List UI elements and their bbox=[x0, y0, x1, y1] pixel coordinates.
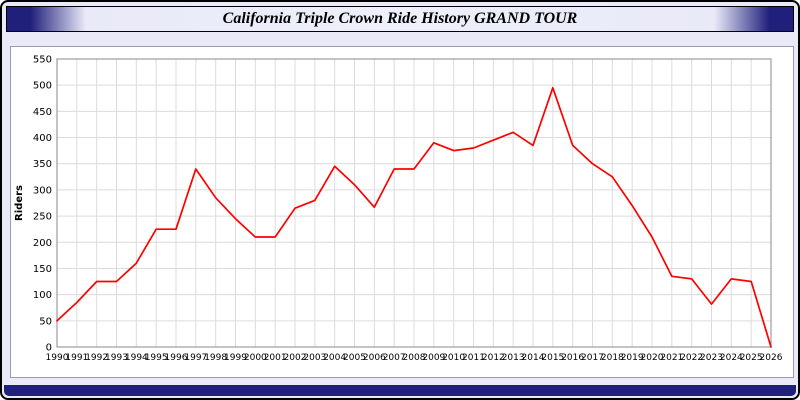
x-tick-label: 2015 bbox=[541, 353, 564, 363]
x-tick-label: 2006 bbox=[363, 353, 386, 363]
plot-border bbox=[56, 58, 772, 348]
x-tick-label: 2009 bbox=[422, 353, 445, 363]
x-tick-label: 2024 bbox=[720, 353, 743, 363]
x-tick-label: 1995 bbox=[145, 353, 168, 363]
x-tick-label: 2008 bbox=[403, 353, 426, 363]
y-tick-label: 250 bbox=[33, 212, 52, 223]
x-tick-label: 1999 bbox=[224, 353, 247, 363]
y-tick-label: 300 bbox=[33, 185, 52, 196]
x-tick-label: 1997 bbox=[184, 353, 207, 363]
x-tick-label: 2012 bbox=[482, 353, 505, 363]
y-tick-label: 0 bbox=[46, 343, 52, 354]
x-tick-label: 2025 bbox=[740, 353, 763, 363]
x-tick-label: 2003 bbox=[303, 353, 326, 363]
x-tick-label: 1991 bbox=[65, 353, 88, 363]
footer-bar bbox=[4, 385, 796, 396]
riders-series-line bbox=[56, 86, 772, 348]
y-tick-label: 400 bbox=[33, 133, 52, 144]
line-chart: 0501001502002503003504004505005501990199… bbox=[14, 55, 783, 364]
page-title: California Triple Crown Ride History GRA… bbox=[222, 10, 578, 27]
x-tick-label: 2007 bbox=[383, 353, 406, 363]
x-tick-label: 2002 bbox=[284, 353, 307, 363]
x-tick-label: 2017 bbox=[581, 353, 604, 363]
y-tick-label: 350 bbox=[33, 159, 52, 170]
x-tick-label: 2023 bbox=[700, 353, 723, 363]
x-tick-label: 1992 bbox=[85, 353, 108, 363]
y-tick-label: 500 bbox=[33, 81, 52, 92]
x-tick-label: 2014 bbox=[522, 353, 545, 363]
y-tick-label: 200 bbox=[33, 238, 52, 249]
x-tick-label: 2018 bbox=[601, 353, 624, 363]
x-tick-label: 1998 bbox=[204, 353, 227, 363]
x-tick-label: 2005 bbox=[343, 353, 366, 363]
x-tick-label: 2001 bbox=[264, 353, 287, 363]
x-tick-label: 2019 bbox=[621, 353, 644, 363]
title-bar: California Triple Crown Ride History GRA… bbox=[6, 6, 794, 32]
x-tick-label: 1993 bbox=[105, 353, 128, 363]
y-tick-label: 100 bbox=[33, 290, 52, 301]
chart-area: 0 50 100 150 200 250 300 350 400 450 500 550 1990 199… bbox=[10, 46, 794, 378]
y-axis-title: Riders bbox=[14, 185, 25, 221]
x-tick-label: 1994 bbox=[125, 353, 148, 363]
x-tick-label: 2026 bbox=[760, 353, 783, 363]
y-tick-label: 550 bbox=[33, 55, 52, 66]
x-tick-label: 1996 bbox=[165, 353, 188, 363]
x-tick-label: 1990 bbox=[46, 353, 69, 363]
x-tick-label: 2021 bbox=[660, 353, 683, 363]
x-tick-label: 2010 bbox=[442, 353, 465, 363]
x-tick-label: 2011 bbox=[462, 353, 485, 363]
y-tick-label: 50 bbox=[39, 316, 52, 327]
y-tick-label: 150 bbox=[33, 264, 52, 275]
x-tick-label: 2020 bbox=[641, 353, 664, 363]
x-tick-label: 2022 bbox=[680, 353, 703, 363]
x-tick-label: 2004 bbox=[323, 353, 346, 363]
x-tick-label: 2013 bbox=[502, 353, 525, 363]
x-tick-label: 2000 bbox=[244, 353, 267, 363]
y-tick-label: 450 bbox=[33, 107, 52, 118]
x-tick-label: 2016 bbox=[561, 353, 584, 363]
